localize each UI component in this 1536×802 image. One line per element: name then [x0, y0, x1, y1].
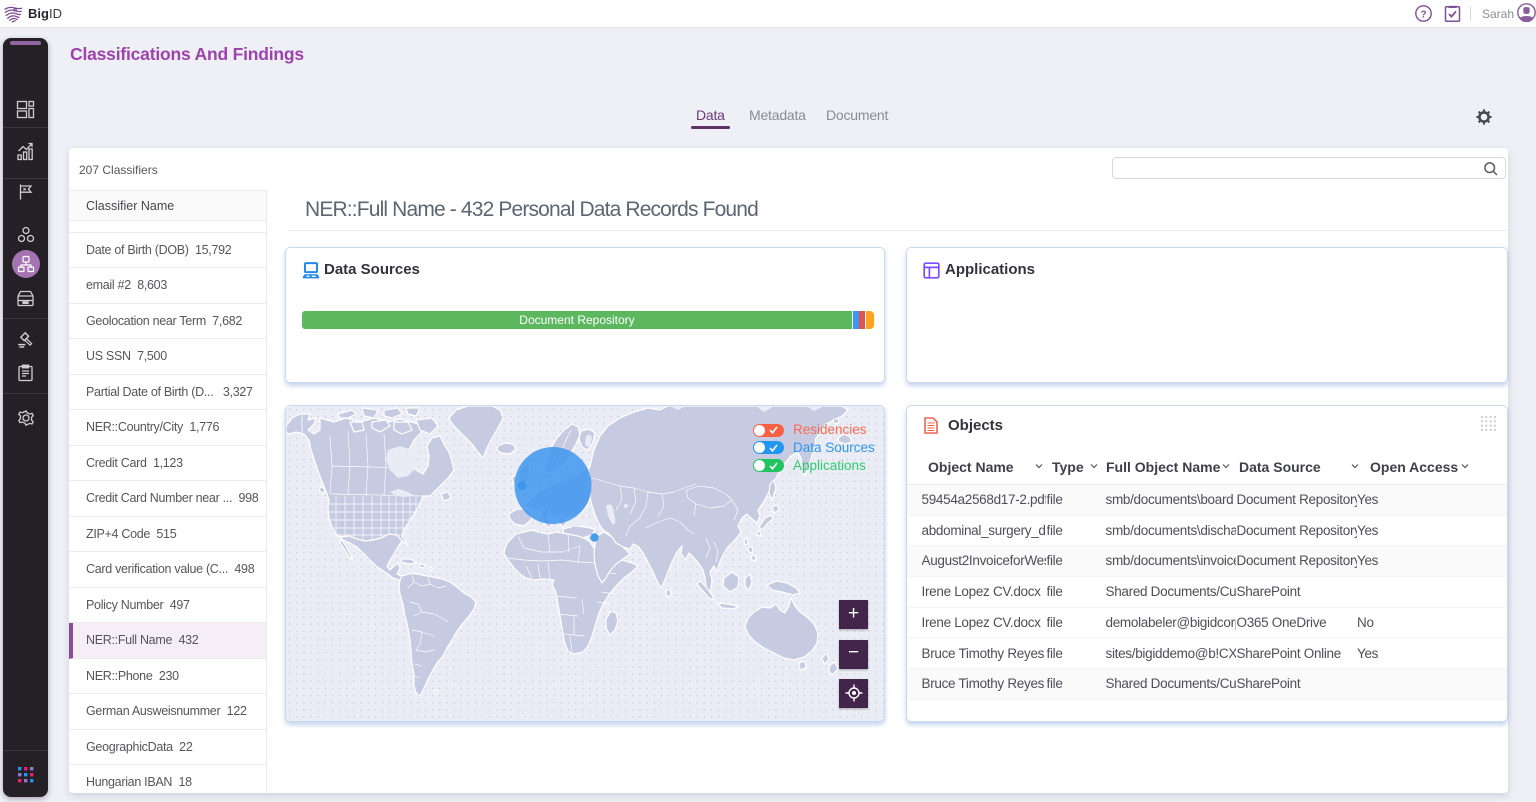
svg-text:?: ?	[1420, 9, 1426, 20]
